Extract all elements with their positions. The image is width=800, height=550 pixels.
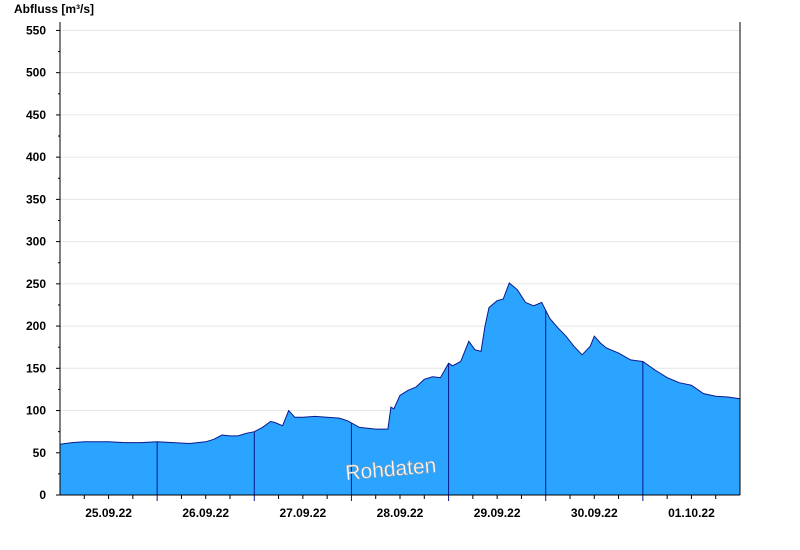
- grid-lines: [60, 29, 740, 454]
- y-tick-label: 150: [26, 361, 46, 375]
- discharge-area-fill: [60, 283, 740, 495]
- discharge-line: [59, 282, 741, 445]
- x-axis-ticks: 25.09.22 26.09.22 27.09.22 28.09.22 29.09.22…: [83, 495, 717, 520]
- x-tick-label: 25.09.22: [85, 506, 132, 520]
- y-axis-label: Abfluss [m³/s]: [14, 2, 94, 16]
- y-axis-ticks: 0 50 100 150 200 250 300 350 400 450 500 550: [26, 23, 60, 502]
- x-tick-label: 28.09.22: [377, 506, 424, 520]
- x-tick-label: 30.09.22: [571, 506, 618, 520]
- y-tick-label: 400: [26, 150, 46, 164]
- y-tick-label: 350: [26, 192, 46, 206]
- x-tick-label: 01.10.22: [668, 506, 715, 520]
- y-tick-label: 550: [26, 23, 46, 37]
- y-tick-label: 500: [26, 66, 46, 80]
- y-tick-label: 250: [26, 277, 46, 291]
- y-tick-label: 200: [26, 319, 46, 333]
- y-tick-label: 450: [26, 108, 46, 122]
- y-tick-label: 100: [26, 404, 46, 418]
- x-tick-label: 26.09.22: [182, 506, 229, 520]
- y-tick-label: 50: [33, 446, 47, 460]
- discharge-area: [59, 282, 741, 495]
- day-separator-lines: [156, 310, 644, 501]
- y-tick-label: 300: [26, 235, 46, 249]
- y-tick-label: 0: [39, 488, 46, 502]
- x-tick-label: 27.09.22: [279, 506, 326, 520]
- x-tick-label: 29.09.22: [474, 506, 521, 520]
